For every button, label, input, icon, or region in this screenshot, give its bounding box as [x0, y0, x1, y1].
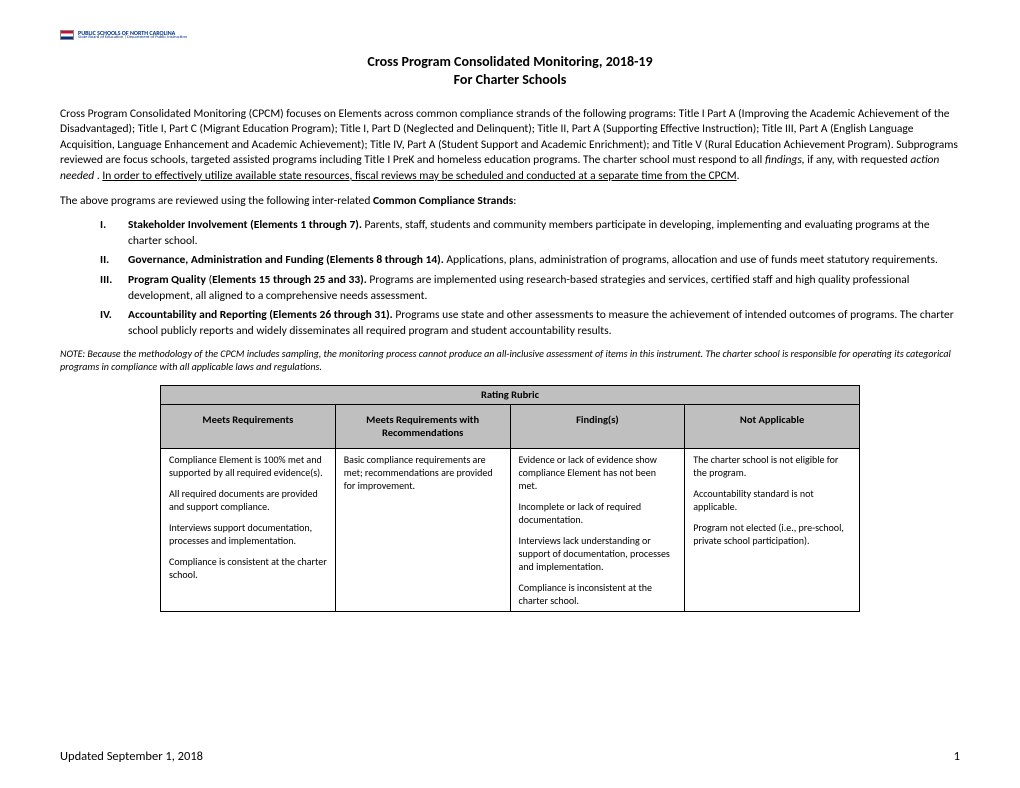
title-block: Cross Program Consolidated Monitoring, 2… [60, 53, 960, 89]
logo-text-wrap: PUBLIC SCHOOLS OF NORTH CAROLINA State B… [78, 30, 187, 41]
strand-roman: III. [100, 273, 128, 304]
strand-body: Stakeholder Involvement (Elements 1 thro… [128, 218, 960, 249]
rubric-title: Rating Rubric [161, 386, 860, 405]
logo: PUBLIC SCHOOLS OF NORTH CAROLINA State B… [60, 30, 960, 41]
title-line2: For Charter Schools [60, 71, 960, 89]
strand-roman: I. [100, 218, 128, 249]
strand-bold2: Elements 15 through 25 and 33). [212, 273, 367, 287]
strand-body: Accountability and Reporting (Elements 2… [128, 308, 960, 339]
rubric-cell-3: The charter school is not eligible for t… [685, 448, 860, 611]
footer-date: Updated September 1, 2018 [60, 749, 203, 764]
strands-list: I. Stakeholder Involvement (Elements 1 t… [100, 218, 960, 339]
rubric-cell-2: Evidence or lack of evidence show compli… [510, 448, 685, 611]
strand-item: III. Program Quality (Elements 15 throug… [100, 273, 960, 304]
intro-paragraph: Cross Program Consolidated Monitoring (C… [60, 107, 960, 185]
rubric-para: Accountability standard is not applicabl… [693, 487, 851, 513]
strands-intro: The above programs are reviewed using th… [60, 194, 960, 208]
intro-underlined: In order to effectively utilize availabl… [102, 169, 736, 183]
intro-end: . [737, 169, 740, 183]
strand-body: Program Quality (Elements 15 through 25 … [128, 273, 960, 304]
rubric-cell-1: Basic compliance requirements are met; r… [335, 448, 510, 611]
strand-body: Governance, Administration and Funding (… [128, 253, 960, 269]
strand-bold: Governance, Administration and Funding (… [128, 253, 444, 267]
note-text: NOTE: Because the methodology of the CPC… [60, 347, 960, 373]
rubric-para: Basic compliance requirements are met; r… [344, 453, 502, 492]
rubric-para: Program not elected (i.e., pre-school, p… [693, 521, 851, 547]
footer: Updated September 1, 2018 1 [60, 749, 960, 764]
rubric-col-3: Not Applicable [685, 404, 860, 448]
rubric-table: Rating Rubric Meets Requirements Meets R… [160, 385, 860, 612]
strand-text: Applications, plans, administration of p… [444, 253, 938, 267]
strand-item: II. Governance, Administration and Fundi… [100, 253, 960, 269]
rubric-column-headers: Meets Requirements Meets Requirements wi… [161, 404, 860, 448]
strand-bold: Accountability and Reporting (Elements 2… [128, 308, 393, 322]
rubric-para: Incomplete or lack of required documenta… [519, 500, 677, 526]
rubric-col-1: Meets Requirements with Recommendations [335, 404, 510, 448]
rubric-title-row: Rating Rubric [161, 386, 860, 405]
rubric-para: Interviews lack understanding or support… [519, 534, 677, 573]
rubric-col-2: Finding(s) [510, 404, 685, 448]
rubric-col-0: Meets Requirements [161, 404, 336, 448]
strands-intro-prefix: The above programs are reviewed using th… [60, 194, 373, 208]
rubric-para: Evidence or lack of evidence show compli… [519, 453, 677, 492]
title-line1: Cross Program Consolidated Monitoring, 2… [60, 53, 960, 71]
nc-flag-icon [60, 30, 74, 40]
page-number: 1 [954, 749, 960, 764]
rubric-para: Compliance is consistent at the charter … [169, 555, 327, 581]
intro-mid: if any, with requested [807, 153, 910, 167]
rubric-cell-0: Compliance Element is 100% met and suppo… [161, 448, 336, 611]
logo-sub: State Board of Education | Department of… [78, 36, 187, 41]
strand-roman: II. [100, 253, 128, 269]
strands-intro-bold: Common Compliance Strands [373, 194, 513, 208]
rubric-body-row: Compliance Element is 100% met and suppo… [161, 448, 860, 611]
intro-findings: findings, [765, 153, 805, 167]
rubric-para: Interviews support documentation, proces… [169, 521, 327, 547]
rubric-para: The charter school is not eligible for t… [693, 453, 851, 479]
strand-bold: Stakeholder Involvement (Elements 1 thro… [128, 218, 362, 232]
strand-bold1: Program Quality [128, 273, 206, 287]
rubric-para: Compliance Element is 100% met and suppo… [169, 453, 327, 479]
strand-item: I. Stakeholder Involvement (Elements 1 t… [100, 218, 960, 249]
strand-item: IV. Accountability and Reporting (Elemen… [100, 308, 960, 339]
rubric-para: Compliance is inconsistent at the charte… [519, 581, 677, 607]
strands-intro-suffix: : [513, 194, 516, 208]
strand-roman: IV. [100, 308, 128, 339]
rubric-para: All required documents are provided and … [169, 487, 327, 513]
